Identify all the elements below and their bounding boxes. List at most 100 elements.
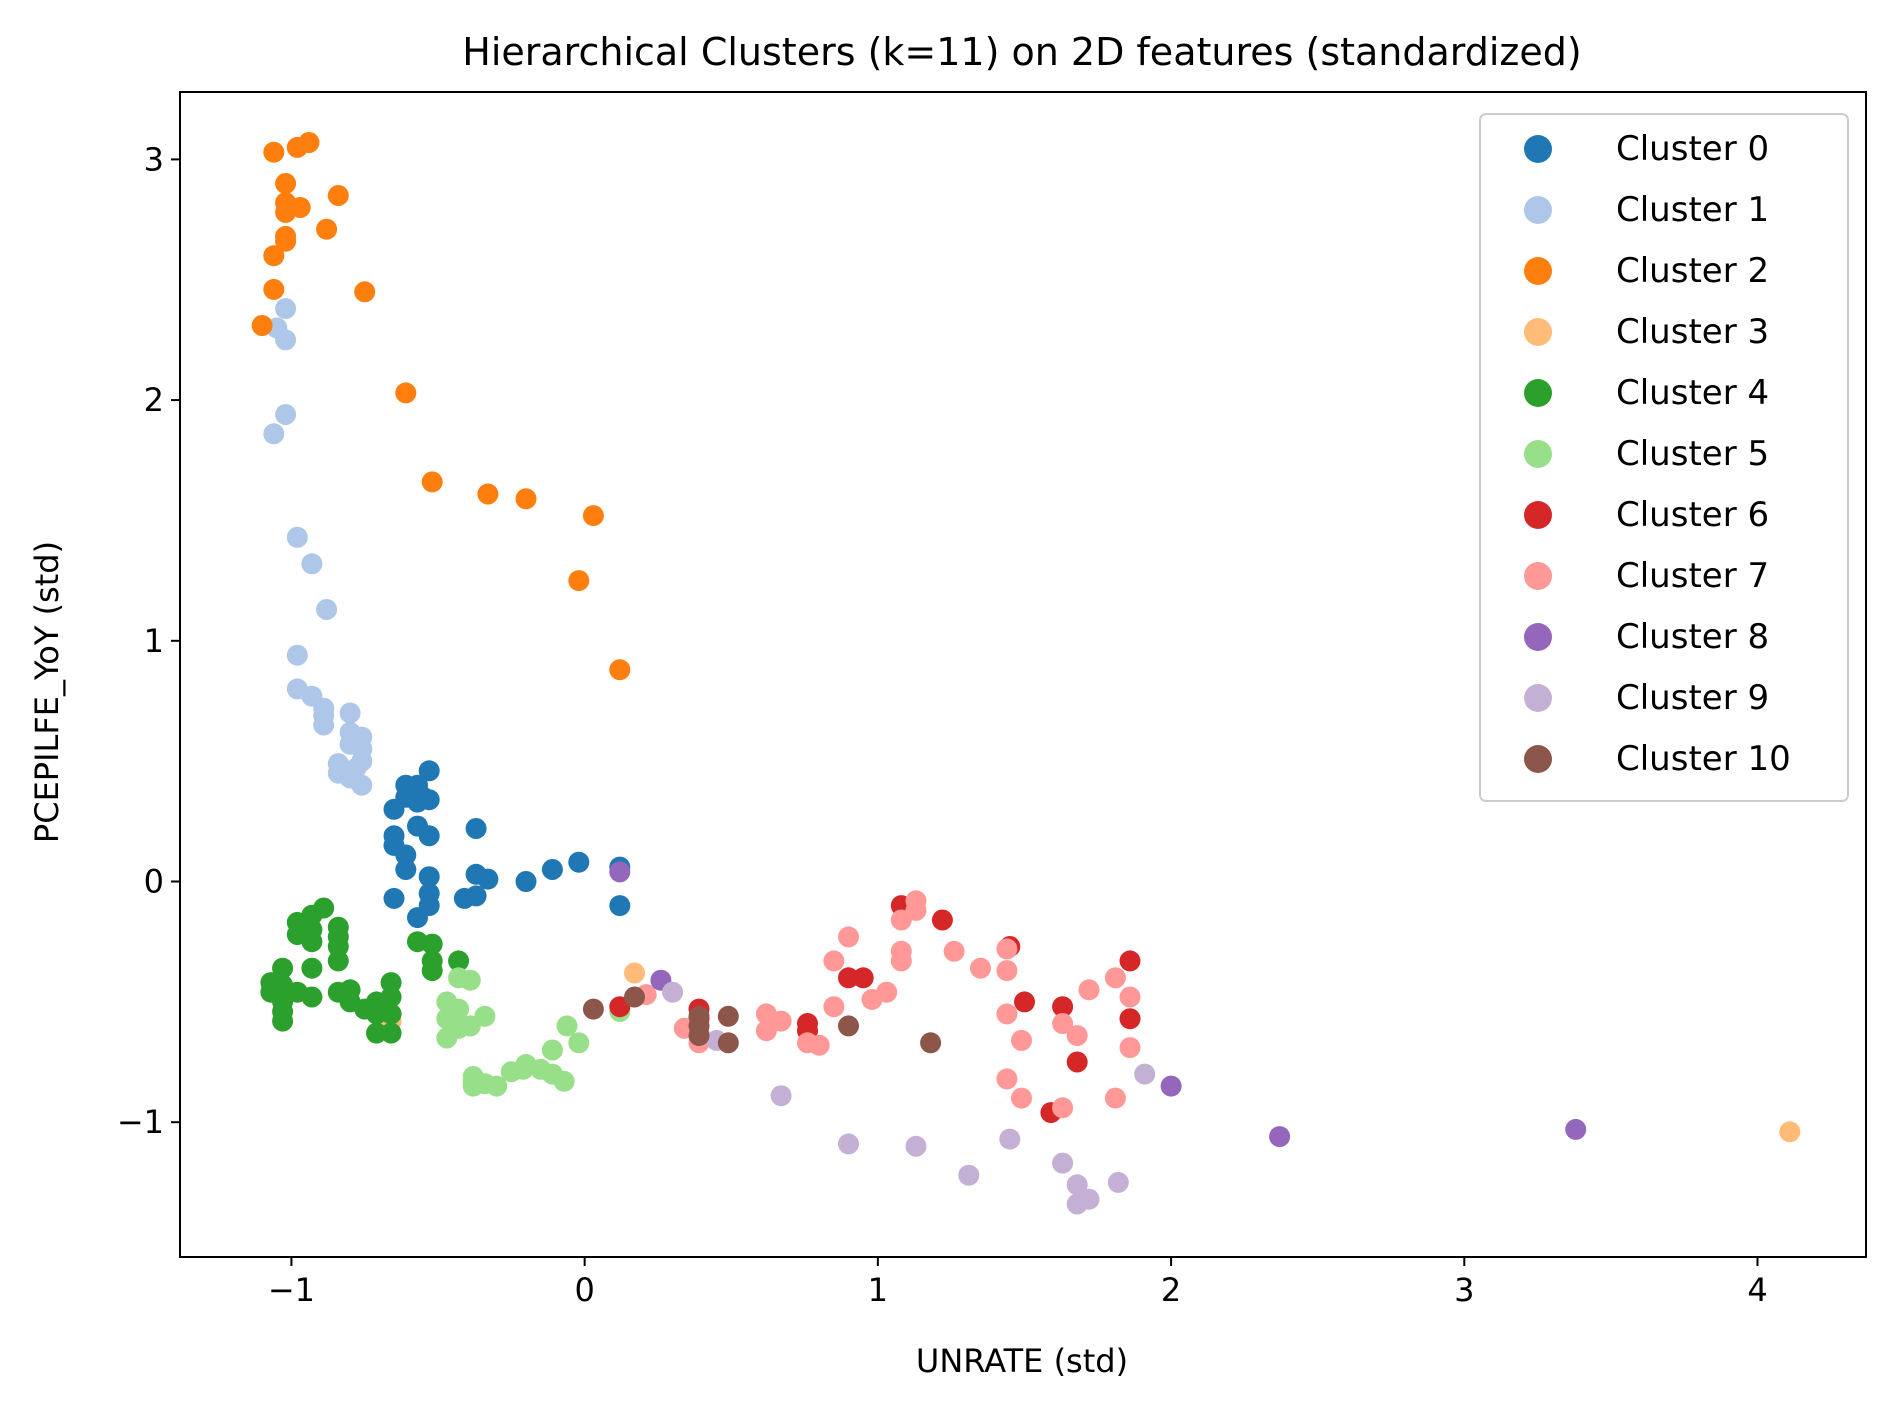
legend-label: Cluster 9: [1616, 678, 1769, 718]
data-point: [275, 230, 297, 252]
legend-marker: [1524, 135, 1552, 163]
y-tick-label: 1: [144, 622, 164, 660]
y-tick-label: 3: [144, 140, 164, 178]
data-point: [1066, 1051, 1088, 1073]
data-point: [1066, 1174, 1088, 1196]
data-point: [556, 1015, 578, 1037]
data-point: [770, 1085, 792, 1107]
data-point: [1078, 979, 1100, 1001]
data-point: [996, 938, 1018, 960]
data-point: [380, 1003, 402, 1025]
data-point: [1104, 1087, 1126, 1109]
data-point: [275, 173, 297, 194]
legend-item: Cluster 2: [1524, 251, 1769, 291]
data-point: [823, 950, 845, 972]
data-point: [1779, 1121, 1801, 1143]
series-cluster-2: [251, 132, 631, 681]
x-tick-label: 0: [574, 1271, 594, 1309]
data-point: [462, 1070, 484, 1092]
data-point: [421, 471, 443, 493]
legend-item: Cluster 8: [1524, 617, 1769, 657]
series-cluster-8: [609, 861, 1587, 1148]
legend-label: Cluster 0: [1616, 129, 1769, 169]
data-point: [327, 936, 349, 957]
legend-marker: [1524, 684, 1552, 712]
data-point: [808, 1034, 830, 1056]
plot-area: [251, 132, 1801, 1215]
data-point: [395, 382, 417, 404]
series-cluster-7: [635, 890, 1141, 1119]
data-point: [395, 859, 417, 880]
data-point: [263, 278, 285, 300]
data-point: [465, 818, 487, 839]
data-point: [436, 1027, 458, 1049]
data-point: [1066, 1025, 1088, 1047]
legend-label: Cluster 3: [1616, 312, 1769, 352]
data-point: [286, 644, 308, 666]
data-point: [999, 1128, 1021, 1150]
data-point: [1052, 1097, 1074, 1119]
data-point: [838, 967, 859, 989]
data-point: [890, 950, 912, 972]
data-point: [541, 859, 563, 880]
data-point: [459, 969, 481, 991]
data-point: [421, 960, 443, 982]
data-point: [1565, 1118, 1587, 1140]
legend-label: Cluster 7: [1616, 556, 1769, 596]
data-point: [263, 245, 285, 267]
legend-item: Cluster 3: [1524, 312, 1769, 352]
data-point: [838, 926, 859, 948]
data-point: [301, 553, 323, 575]
data-point: [272, 957, 294, 979]
data-point: [553, 1070, 575, 1092]
data-point: [327, 185, 349, 206]
data-point: [717, 1032, 739, 1054]
data-point: [568, 851, 590, 873]
data-point: [624, 962, 645, 984]
data-point: [286, 924, 308, 945]
data-point: [970, 957, 991, 979]
data-point: [609, 659, 631, 681]
legend-item: Cluster 6: [1524, 495, 1769, 535]
data-point: [838, 1015, 859, 1037]
data-point: [465, 885, 487, 907]
data-point: [958, 1164, 980, 1186]
series-cluster-1: [263, 298, 373, 796]
data-point: [931, 909, 953, 931]
legend-label: Cluster 4: [1616, 373, 1769, 413]
data-point: [852, 967, 874, 989]
data-point: [313, 897, 335, 919]
legend-item: Cluster 10: [1524, 739, 1791, 779]
data-point: [1052, 1013, 1074, 1034]
legend-marker: [1524, 501, 1552, 529]
data-point: [418, 866, 440, 888]
data-point: [1104, 967, 1126, 989]
data-point: [316, 218, 338, 240]
data-point: [920, 1032, 942, 1054]
legend-marker: [1524, 257, 1552, 285]
series-cluster-0: [383, 760, 631, 929]
y-tick-label: 0: [144, 863, 164, 901]
data-point: [568, 1032, 590, 1054]
data-point: [298, 132, 320, 153]
legend-marker: [1524, 196, 1552, 224]
legend-label: Cluster 2: [1616, 251, 1769, 291]
series-cluster-9: [662, 981, 1156, 1215]
data-point: [263, 141, 285, 163]
legend-item: Cluster 1: [1524, 190, 1769, 230]
data-point: [486, 1075, 508, 1097]
data-point: [418, 825, 440, 847]
data-point: [943, 940, 965, 962]
data-point: [717, 1005, 739, 1027]
data-point: [823, 996, 845, 1018]
data-point: [512, 1058, 534, 1080]
legend-item: Cluster 0: [1524, 129, 1769, 169]
x-tick-label: −1: [268, 1271, 315, 1309]
data-point: [275, 329, 297, 351]
legend-item: Cluster 5: [1524, 434, 1769, 474]
chart-title: Hierarchical Clusters (k=11) on 2D featu…: [462, 30, 1581, 74]
data-point: [477, 483, 499, 505]
data-point: [313, 714, 335, 736]
x-axis-label: UNRATE (std): [916, 1342, 1128, 1380]
